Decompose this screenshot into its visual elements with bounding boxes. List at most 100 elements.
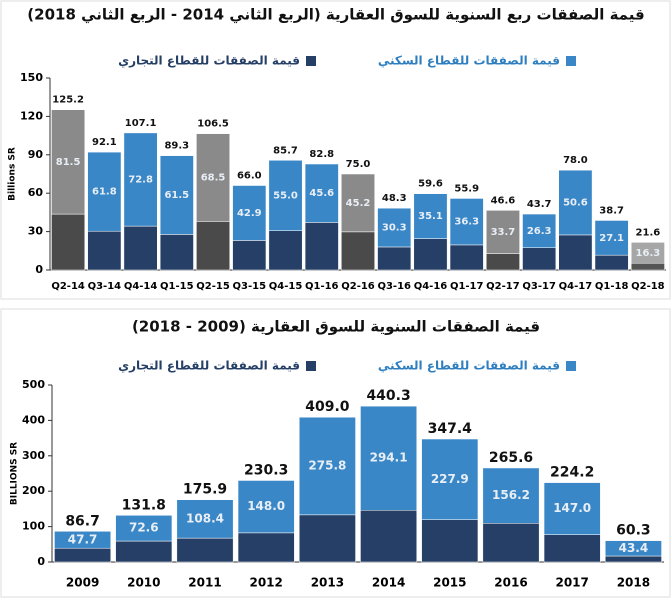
total-label: 265.6: [489, 450, 533, 466]
segment-label: 26.3: [527, 226, 552, 237]
segment-label: 61.5: [164, 190, 189, 201]
total-label: 21.6: [636, 227, 661, 238]
bar-segment: [413, 238, 448, 271]
legend-label: قيمة الصفقات للقطاع السكني: [378, 359, 560, 373]
total-label: 131.8: [122, 497, 166, 513]
total-label: 409.0: [305, 399, 350, 415]
segment-label: 72.8: [128, 175, 153, 186]
bar-segment: [558, 234, 593, 271]
x-tick-label: 2017: [555, 576, 588, 590]
bar-segment: [341, 173, 375, 233]
y-tick-label: 120: [20, 109, 43, 122]
total-label: 86.7: [65, 513, 100, 529]
total-label: 60.3: [616, 523, 651, 539]
bar-segment: [54, 547, 112, 563]
x-tick-label: Q2-16: [341, 281, 375, 292]
x-tick-label: Q2-15: [196, 281, 230, 292]
total-label: 78.0: [563, 155, 588, 166]
total-label: 106.5: [197, 119, 229, 130]
x-tick-label: Q2-18: [631, 281, 665, 292]
segment-label: 27.1: [599, 233, 624, 244]
y-tick-label: 60: [28, 186, 44, 199]
bar-segment: [176, 537, 234, 563]
segment-label: 68.5: [201, 173, 226, 184]
legend-label: قيمة الصفقات للقطاع السكني: [378, 54, 560, 68]
chart-title: قيمة الصفقات السنوية للسوق العقارية (200…: [132, 318, 540, 336]
legend-swatch: [566, 361, 576, 371]
bar-segment: [232, 240, 267, 271]
bar-segment: [298, 416, 356, 516]
bar-segment: [543, 534, 601, 563]
x-tick-label: Q4-17: [559, 281, 593, 292]
bar-segment: [421, 519, 479, 563]
x-tick-label: 2018: [617, 576, 650, 590]
x-tick-label: Q3-17: [522, 281, 556, 292]
x-tick-label: 2010: [127, 576, 160, 590]
bar-segment: [298, 514, 356, 563]
x-tick-label: Q1-18: [595, 281, 629, 292]
bar-segment: [51, 109, 86, 215]
legend-swatch: [306, 56, 316, 66]
bar-segment: [159, 234, 194, 271]
bar-segment: [159, 155, 194, 235]
segment-label: 35.1: [418, 211, 443, 222]
x-tick-label: 2015: [433, 576, 466, 590]
segment-label: 275.8: [308, 459, 346, 473]
bar-segment: [87, 230, 122, 271]
segment-label: 148.0: [247, 499, 285, 513]
legend-label: قيمة الصفقات للقطاع التجاري: [118, 54, 300, 68]
segment-label: 45.6: [309, 188, 334, 199]
total-label: 224.2: [550, 465, 594, 481]
segment-label: 294.1: [370, 451, 408, 465]
segment-label: 61.8: [92, 187, 117, 198]
segment-label: 47.7: [68, 532, 98, 546]
segment-label: 55.0: [273, 191, 298, 202]
chart-title: قيمة الصفقات ربع السنوية للسوق العقارية …: [27, 6, 644, 24]
segment-label: 33.7: [491, 227, 516, 238]
total-label: 440.3: [366, 388, 410, 404]
total-label: 55.9: [454, 183, 479, 194]
y-tick-label: 150: [20, 71, 43, 84]
bar-segment: [176, 499, 234, 539]
bar-segment: [237, 480, 295, 534]
total-label: 85.7: [273, 145, 298, 156]
bar-segment: [196, 133, 230, 222]
total-label: 48.3: [382, 193, 407, 204]
y-tick-label: 100: [22, 520, 45, 533]
segment-label: 108.4: [186, 511, 224, 525]
legend-label: قيمة الصفقات للقطاع التجاري: [118, 359, 300, 373]
bar-segment: [543, 482, 601, 535]
y-tick-label: 0: [35, 263, 43, 276]
total-label: 38.7: [599, 205, 624, 216]
bar-segment: [232, 185, 267, 241]
y-tick-label: 500: [22, 378, 45, 391]
y-tick-label: 90: [28, 148, 44, 161]
x-tick-label: 2013: [311, 576, 344, 590]
x-tick-label: Q4-15: [269, 281, 303, 292]
segment-label: 45.2: [346, 198, 371, 209]
x-tick-label: Q4-16: [414, 281, 448, 292]
bar-segment: [237, 532, 295, 563]
bar-segment: [594, 254, 629, 271]
bar-segment: [123, 225, 158, 271]
y-tick-label: 300: [22, 449, 45, 462]
y-tick-label: 30: [28, 225, 44, 238]
bar-segment: [304, 222, 339, 271]
x-tick-label: 2011: [188, 576, 221, 590]
x-tick-label: Q3-14: [88, 281, 122, 292]
bar-segment: [51, 213, 86, 271]
bar-segment: [377, 246, 412, 271]
bar-segment: [341, 231, 375, 271]
bar-segment: [377, 207, 412, 248]
bar-segment: [482, 467, 540, 524]
bar-segment: [360, 509, 418, 563]
total-label: 82.8: [309, 149, 334, 160]
bar-segment: [413, 193, 448, 239]
bar-segment: [421, 438, 479, 520]
segment-label: 156.2: [492, 488, 530, 502]
bar-segment: [486, 253, 520, 271]
bar-segment: [604, 540, 662, 557]
x-tick-label: Q1-15: [160, 281, 194, 292]
x-tick-label: 2012: [249, 576, 282, 590]
x-tick-label: 2014: [372, 576, 405, 590]
